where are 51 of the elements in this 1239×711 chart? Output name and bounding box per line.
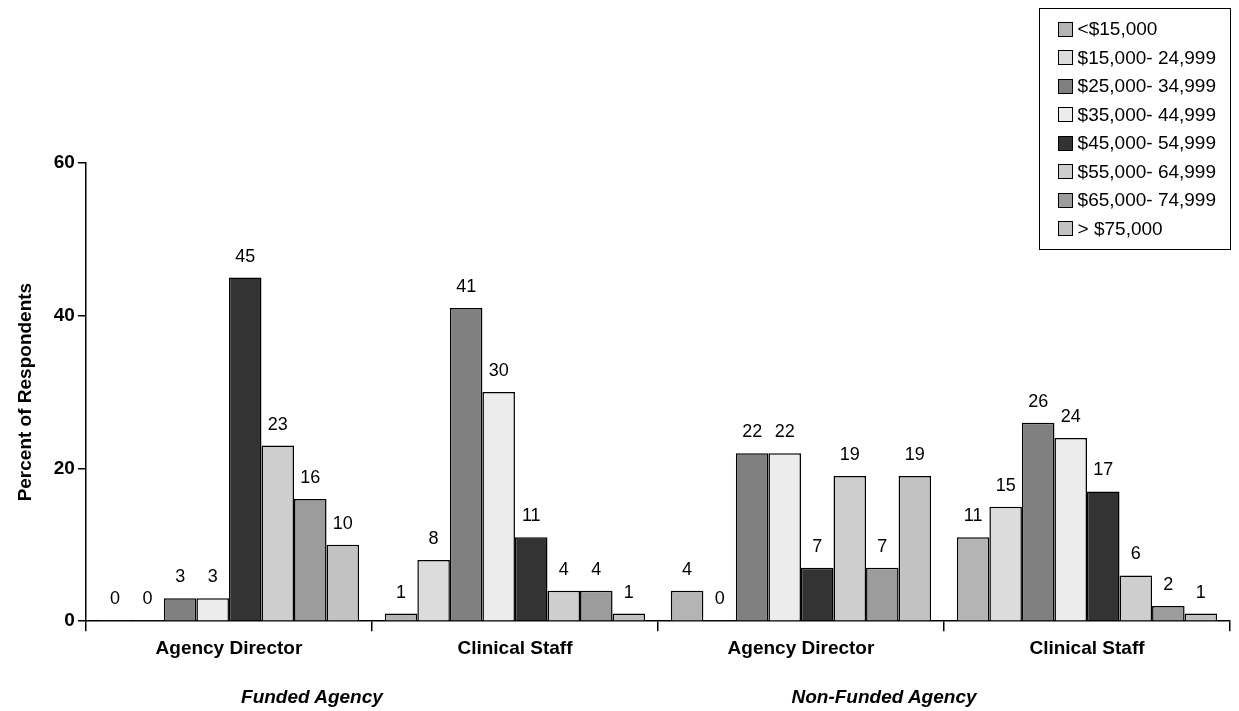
data-label: 10: [332, 512, 353, 533]
y-tick-label: 0: [64, 609, 75, 631]
x-tick-label: Clinical Staff: [1029, 636, 1146, 658]
data-label: 16: [300, 466, 321, 487]
data-label: 1: [623, 581, 634, 602]
y-axis-title: Percent of Respondents: [13, 282, 35, 502]
data-label: 8: [428, 528, 439, 549]
data-label: 3: [175, 566, 186, 587]
text: Funded Agency: [241, 686, 385, 707]
data-label: 45: [235, 245, 256, 266]
y-tick-label: 40: [53, 303, 75, 325]
data-label: 11: [963, 505, 983, 526]
legend-label: > $75,000: [1077, 216, 1163, 241]
data-label: 0: [714, 588, 725, 609]
data-label: 4: [682, 558, 693, 579]
data-label: 2: [1163, 573, 1174, 594]
x-tick-label: Agency Director: [155, 636, 303, 658]
data-label: 0: [110, 588, 121, 609]
data-label: 19: [839, 444, 860, 465]
legend-label: $65,000- 74,999: [1077, 188, 1216, 212]
data-label: 26: [1028, 390, 1049, 411]
legend-label: $25,000- 34,999: [1077, 74, 1216, 98]
y-tick-label: 20: [53, 456, 75, 478]
legend-label: <$15,000: [1077, 17, 1158, 41]
data-label: 41: [456, 276, 477, 297]
data-label: 6: [1130, 543, 1141, 564]
data-label: 30: [488, 360, 509, 381]
data-label: 19: [904, 444, 925, 465]
y-tick-label: 60: [53, 151, 75, 173]
data-label: 7: [812, 535, 823, 556]
data-label: 22: [742, 421, 763, 442]
data-label: 3: [207, 566, 218, 587]
text: Non-Funded Agency: [791, 686, 978, 707]
legend-label: $15,000- 24,999: [1077, 45, 1216, 70]
data-label: 4: [558, 558, 569, 579]
data-label: 23: [267, 413, 288, 434]
legend-label: $35,000- 44,999: [1077, 102, 1216, 127]
data-label: 1: [396, 581, 407, 602]
data-label: 17: [1093, 459, 1114, 480]
data-label: 1: [1195, 581, 1206, 602]
data-label: 7: [877, 535, 888, 556]
legend-label: $55,000- 64,999: [1077, 159, 1216, 184]
data-label: 24: [1060, 405, 1081, 426]
x-tick-label: Clinical Staff: [457, 636, 574, 658]
data-label: 4: [591, 558, 602, 579]
data-label: 15: [995, 474, 1016, 495]
x-tick-label: Agency Director: [727, 636, 875, 658]
legend-label: $45,000- 54,999: [1077, 131, 1216, 155]
data-label: 22: [774, 421, 795, 442]
data-label: 0: [142, 588, 153, 609]
data-label: 11: [521, 505, 541, 526]
